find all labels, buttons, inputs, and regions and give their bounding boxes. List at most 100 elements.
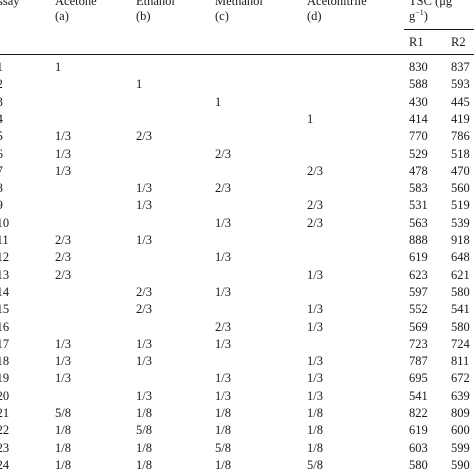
cell-methanol: 1/8 <box>215 457 231 472</box>
cell-methanol: 1/8 <box>215 406 231 420</box>
cell-r2: 648 <box>451 250 470 265</box>
cell-r2: 580 <box>451 319 470 334</box>
cell-acetone: 1 <box>55 60 62 74</box>
cell-assay: E21 <box>0 406 10 420</box>
header-acetonitrile: Acetonitrile <box>307 0 367 8</box>
cell-r2: 811 <box>451 354 470 369</box>
cell-acetone: 2/3 <box>55 250 71 265</box>
cell-r2: 837 <box>451 60 470 74</box>
cell-assay: E13 <box>0 267 10 282</box>
cell-assay: E14 <box>0 284 10 299</box>
cell-methanol: 2/3 <box>215 181 231 196</box>
cell-methanol: 1 <box>215 94 222 109</box>
header-ethanol-sub: (b) <box>136 9 151 23</box>
cell-acetone: 1/8 <box>55 423 71 438</box>
cell-methanol: 1/8 <box>215 423 231 438</box>
cell-r2: 560 <box>451 181 470 196</box>
header-r2: R2 <box>451 35 466 49</box>
cell-acetone: 2/3 <box>55 267 71 282</box>
cell-assay: E6 <box>0 147 3 161</box>
cell-r2: 518 <box>451 146 470 161</box>
cell-r2: 445 <box>451 94 470 109</box>
cell-assay: E22 <box>0 423 10 438</box>
cell-acetone: 2/3 <box>55 233 71 247</box>
cell-acetonitrile: 1/3 <box>307 388 323 403</box>
cell-acetonitrile: 1/8 <box>307 440 323 455</box>
cell-assay: E5 <box>0 129 3 143</box>
cell-acetonitrile: 2/3 <box>307 163 323 178</box>
cell-ethanol: 1/3 <box>136 181 152 196</box>
header-rule <box>0 54 474 55</box>
cell-r1: 552 <box>409 302 428 317</box>
cell-r2: 918 <box>451 233 470 247</box>
cell-acetonitrile: 1/3 <box>307 302 323 317</box>
cell-r2: 672 <box>451 371 470 386</box>
header-tsc: TSC (μg <box>409 0 453 8</box>
cell-assay: E20 <box>0 388 10 403</box>
header-assay: Assay <box>0 0 20 8</box>
cell-r1: 531 <box>409 198 428 213</box>
cell-r2: 600 <box>451 423 470 438</box>
cell-r1: 603 <box>409 440 428 455</box>
cell-assay: E9 <box>0 198 3 212</box>
cell-r1: 888 <box>409 233 428 247</box>
cell-assay: E18 <box>0 354 10 369</box>
cell-assay: E4 <box>0 112 3 126</box>
cell-r1: 597 <box>409 284 428 299</box>
cell-r2: 539 <box>451 215 470 230</box>
cell-acetone: 1/8 <box>55 440 71 455</box>
cell-r2: 724 <box>451 336 470 351</box>
cell-r1: 580 <box>409 457 428 472</box>
cell-r1: 588 <box>409 77 428 92</box>
cell-ethanol: 1/3 <box>136 388 152 403</box>
cell-assay: E16 <box>0 319 10 334</box>
cell-r1: 478 <box>409 163 428 178</box>
cell-acetonitrile: 1 <box>307 111 314 126</box>
cell-r2: 470 <box>451 163 470 178</box>
cell-acetone: 1/3 <box>55 371 71 386</box>
cell-acetone: 1/8 <box>55 457 71 472</box>
cell-r1: 569 <box>409 319 428 334</box>
cell-r1: 822 <box>409 406 428 420</box>
cell-acetone: 1/3 <box>55 146 71 161</box>
cell-r2: 419 <box>451 111 470 126</box>
header-methanol-sub: (c) <box>215 9 229 23</box>
cell-methanol: 1/3 <box>215 284 231 299</box>
cell-ethanol: 1/8 <box>136 457 152 472</box>
cell-assay: E3 <box>0 95 3 109</box>
cell-r2: 599 <box>451 440 470 455</box>
header-tsc-unit: g−1) <box>409 8 428 24</box>
cell-r2: 639 <box>451 388 470 403</box>
cell-ethanol: 1/3 <box>136 336 152 351</box>
header-acetone: Acetone <box>55 0 97 8</box>
cell-ethanol: 2/3 <box>136 284 152 299</box>
cell-acetone: 1/3 <box>55 336 71 351</box>
cell-assay: E12 <box>0 250 10 265</box>
header-acetonitrile-sub: (d) <box>307 9 322 23</box>
cell-methanol: 5/8 <box>215 440 231 455</box>
cell-r2: 621 <box>451 267 470 282</box>
cell-ethanol: 1 <box>136 77 143 92</box>
header-methanol: Methanol <box>215 0 263 8</box>
cell-assay: E1 <box>0 60 3 74</box>
cell-assay: E19 <box>0 371 10 386</box>
cell-r2: 519 <box>451 198 470 213</box>
header-r1: R1 <box>409 35 424 49</box>
cell-acetonitrile: 1/8 <box>307 423 323 438</box>
cell-r2: 541 <box>451 302 470 317</box>
cell-acetone: 1/3 <box>55 163 71 178</box>
cell-r2: 580 <box>451 284 470 299</box>
cell-ethanol: 1/3 <box>136 354 152 369</box>
cell-r1: 830 <box>409 60 428 74</box>
cell-methanol: 1/3 <box>215 215 231 230</box>
cell-acetonitrile: 2/3 <box>307 198 323 213</box>
cell-r1: 583 <box>409 181 428 196</box>
cell-r1: 414 <box>409 111 428 126</box>
cell-r1: 623 <box>409 267 428 282</box>
cell-assay: E2 <box>0 77 3 91</box>
cell-r1: 430 <box>409 94 428 109</box>
cell-r1: 723 <box>409 336 428 351</box>
cell-methanol: 2/3 <box>215 319 231 334</box>
cell-ethanol: 2/3 <box>136 129 152 144</box>
